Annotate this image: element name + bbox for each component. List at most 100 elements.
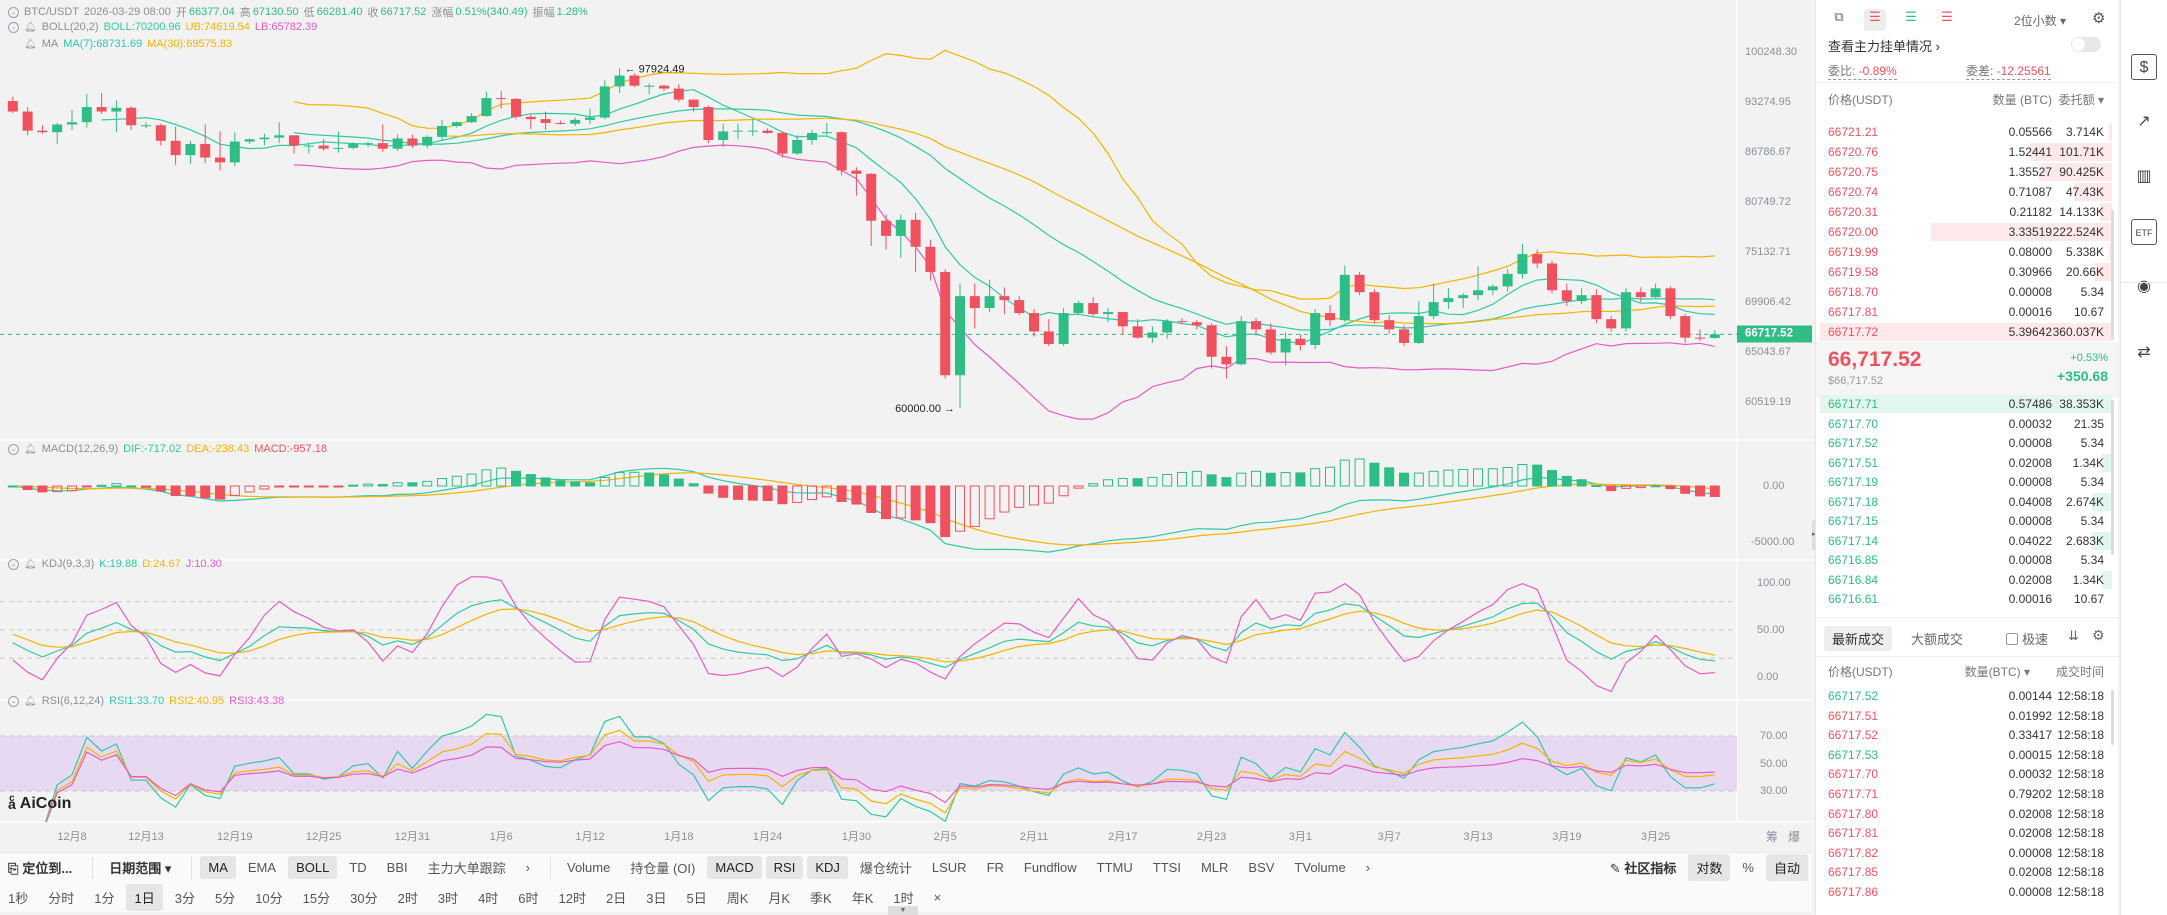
candle[interactable] (1621, 288, 1631, 332)
toolbar-item-12[interactable]: 1分 (86, 884, 122, 911)
candle[interactable] (1354, 271, 1365, 296)
candle[interactable] (1443, 288, 1454, 310)
candle[interactable] (200, 124, 211, 164)
candle[interactable] (96, 92, 107, 114)
candle[interactable] (1399, 325, 1409, 347)
dollar-wallet-icon[interactable]: $ (2131, 54, 2157, 80)
candle[interactable] (1458, 293, 1469, 309)
kline-chart[interactable]: ← 97924.49 60000.00 → (0, 0, 1812, 826)
candle[interactable] (1088, 297, 1099, 317)
candle[interactable] (67, 110, 77, 130)
bid-row[interactable]: 66716.61 0.00016 10.67 (1820, 589, 2112, 609)
candle[interactable] (422, 135, 433, 148)
candle[interactable] (259, 133, 270, 146)
toolbar-item-ema5[interactable]: EMA (240, 856, 284, 879)
candle[interactable] (1043, 319, 1054, 347)
candle[interactable] (673, 84, 684, 102)
bell-icon[interactable]: 🔔︎ (24, 38, 37, 50)
candle[interactable] (1502, 269, 1513, 292)
collapse-icon[interactable]: ⌄ (8, 695, 19, 707)
candle[interactable] (999, 287, 1010, 315)
candle[interactable] (126, 106, 137, 130)
toolbar-item-1[interactable]: 分时 (40, 884, 82, 911)
candle[interactable] (1177, 318, 1187, 325)
toolbar-item-157[interactable]: 15分 (295, 884, 338, 911)
bids-only-view-icon[interactable]: ☰ (1905, 9, 1917, 24)
toolbar-item-13[interactable]: 1日 (126, 883, 163, 911)
candle[interactable] (1191, 320, 1202, 330)
bids-scrollbar[interactable] (2111, 400, 2114, 555)
bid-row[interactable]: 66717.70 0.00032 21.35 (1820, 414, 2112, 434)
bell-icon[interactable]: 🔔︎ (24, 695, 37, 707)
toolbar-item-k20[interactable]: 年K (844, 884, 882, 911)
bid-row[interactable]: 66717.51 0.02008 1.34K (1820, 453, 2112, 473)
sort-icon[interactable]: ⇊ (2068, 628, 2079, 643)
candle[interactable] (851, 167, 862, 196)
candle[interactable] (437, 119, 447, 141)
settings-gear-icon[interactable]: ⚙ (2092, 10, 2106, 27)
candle[interactable] (1680, 314, 1691, 343)
toolbar-item-3[interactable]: 自动 (1765, 854, 1808, 881)
candle[interactable] (170, 126, 181, 165)
ask-row[interactable]: 66720.75 1.35527 90.425K (1820, 162, 2112, 182)
tab-latest-trades[interactable]: 最新成交 (1824, 626, 1893, 651)
candle[interactable] (1280, 332, 1291, 366)
toolbar-item-214[interactable]: 2日 (598, 884, 634, 911)
candle[interactable] (540, 111, 551, 130)
candle[interactable] (1103, 308, 1113, 323)
candle[interactable] (1487, 284, 1498, 296)
decimals-dropdown[interactable]: 2位小数 ▾ (2014, 14, 2067, 28)
candle[interactable] (141, 122, 151, 129)
tab-large-trades[interactable]: 大额成交 (1911, 629, 1963, 648)
toolbar-item-td7[interactable]: TD (341, 856, 374, 879)
toolbar-item-mlr23[interactable]: MLR (1193, 856, 1236, 879)
candle[interactable] (644, 83, 655, 95)
candle[interactable] (718, 123, 729, 148)
candle[interactable] (762, 128, 773, 134)
candle[interactable] (807, 129, 817, 145)
toolbar-item-612[interactable]: 6时 (510, 884, 546, 911)
toolbar-item-308[interactable]: 30分 (342, 884, 385, 911)
toolbar-item-ttsi22[interactable]: TTSI (1145, 856, 1189, 879)
candle[interactable] (1073, 301, 1084, 316)
robot-icon[interactable]: ◉ (2137, 278, 2151, 295)
candle[interactable] (1029, 309, 1039, 337)
swap-icon[interactable]: ⇄ (2137, 344, 2151, 361)
candle[interactable] (821, 122, 832, 136)
candle[interactable] (1147, 326, 1158, 343)
candle[interactable] (1310, 309, 1321, 350)
toolbar-item-tvolume25[interactable]: TVolume (1286, 856, 1353, 879)
candle[interactable] (1532, 249, 1543, 269)
fast-mode-checkbox[interactable]: 极速 (2006, 629, 2048, 648)
toolbar-item-10[interactable]: 1秒 (0, 884, 36, 911)
candle[interactable] (688, 99, 699, 112)
candle[interactable] (7, 96, 18, 114)
candle[interactable] (629, 73, 640, 88)
toolbar-item-2[interactable]: 日期范围 ▾ (101, 854, 179, 881)
toolbar-item-fr19[interactable]: FR (979, 856, 1012, 879)
candle[interactable] (984, 279, 995, 313)
ask-row[interactable]: 66717.81 0.00016 10.67 (1820, 302, 2112, 322)
candle[interactable] (925, 239, 936, 281)
chip-distribution-toggle[interactable]: 筹 (1765, 830, 1779, 844)
candle[interactable] (866, 172, 877, 246)
collapse-icon[interactable]: ⌄ (8, 21, 19, 33)
toolbar-item-34[interactable]: 3分 (167, 884, 203, 911)
candle[interactable] (1117, 312, 1128, 335)
candle[interactable] (22, 107, 33, 136)
toolbar-item-9[interactable]: 主力大单跟踪 (420, 854, 514, 881)
ask-row[interactable]: 66720.76 1.52441 101.71K (1820, 142, 2112, 162)
candle[interactable] (1695, 329, 1705, 341)
liquidation-toggle[interactable]: 爆 (1787, 830, 1801, 844)
candle[interactable] (303, 142, 314, 154)
ask-row[interactable]: 66721.21 0.05566 3.714K (1820, 122, 2112, 142)
col-qty[interactable]: 数量(BTC) ▾ (1964, 665, 2030, 679)
candle[interactable] (1561, 283, 1572, 307)
candle[interactable] (525, 114, 536, 130)
candle[interactable] (570, 117, 581, 127)
candle[interactable] (881, 214, 891, 250)
etf-icon[interactable]: ETF (2131, 219, 2157, 245)
candle[interactable] (81, 93, 92, 128)
toolbar-item-2[interactable]: % (1734, 856, 1762, 879)
candle[interactable] (1384, 315, 1395, 334)
